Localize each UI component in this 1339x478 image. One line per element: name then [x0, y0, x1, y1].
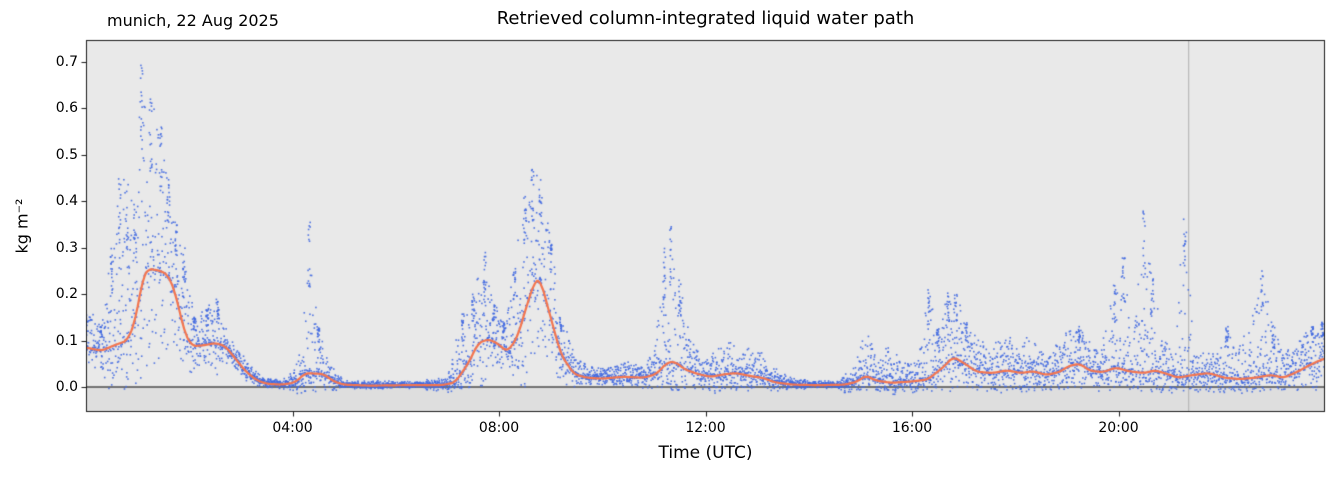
y-tick-label-1: 0.1 [55, 332, 78, 349]
chart-title: Retrieved column-integrated liquid water… [496, 8, 915, 29]
y-tick-label-5: 0.5 [55, 146, 78, 163]
x-tick-label-4: 20:00 [1098, 420, 1139, 436]
y-tick-label-0: 0.0 [55, 379, 78, 396]
y-tick-label-6: 0.6 [55, 100, 78, 117]
x-axis-label: Time (UTC) [658, 443, 753, 463]
x-tick-label-0: 04:00 [272, 420, 313, 436]
y-tick-label-3: 0.3 [55, 239, 78, 256]
x-tick-label-1: 08:00 [478, 420, 520, 436]
y-tick-label-4: 0.4 [55, 193, 78, 210]
station-date-annotation: munich, 22 Aug 2025 [107, 11, 279, 30]
x-tick-label-3: 16:00 [891, 420, 933, 436]
y-tick-label-2: 0.2 [55, 286, 78, 303]
x-tick-label-2: 12:00 [685, 420, 726, 436]
y-tick-label-7: 0.7 [55, 54, 78, 70]
